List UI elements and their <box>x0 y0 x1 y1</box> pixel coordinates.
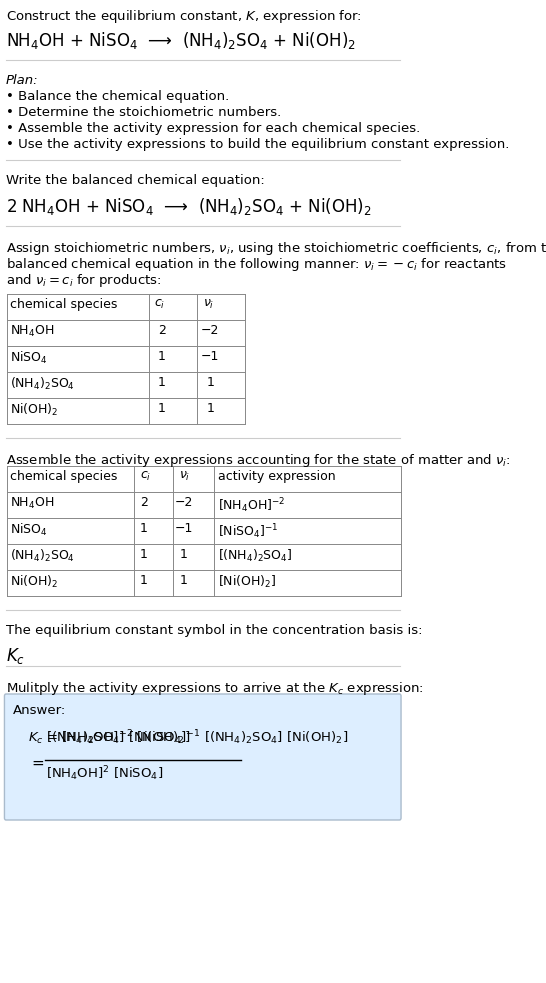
Text: Ni(OH)$_2$: Ni(OH)$_2$ <box>10 402 59 418</box>
Text: 1: 1 <box>180 548 187 561</box>
Text: NH$_4$OH: NH$_4$OH <box>10 496 55 511</box>
Text: −1: −1 <box>174 522 193 535</box>
Text: • Use the activity expressions to build the equilibrium constant expression.: • Use the activity expressions to build … <box>6 138 509 151</box>
Text: 1: 1 <box>140 574 148 587</box>
Text: $K_c$: $K_c$ <box>6 646 25 666</box>
Text: NiSO$_4$: NiSO$_4$ <box>10 350 48 366</box>
Text: NH$_4$OH + NiSO$_4$  ⟶  (NH$_4$)$_2$SO$_4$ + Ni(OH)$_2$: NH$_4$OH + NiSO$_4$ ⟶ (NH$_4$)$_2$SO$_4$… <box>6 30 356 51</box>
Text: • Assemble the activity expression for each chemical species.: • Assemble the activity expression for e… <box>6 122 420 135</box>
Text: 2 NH$_4$OH + NiSO$_4$  ⟶  (NH$_4$)$_2$SO$_4$ + Ni(OH)$_2$: 2 NH$_4$OH + NiSO$_4$ ⟶ (NH$_4$)$_2$SO$_… <box>6 196 372 217</box>
Text: Ni(OH)$_2$: Ni(OH)$_2$ <box>10 574 59 590</box>
Text: Assign stoichiometric numbers, $\nu_i$, using the stoichiometric coefficients, $: Assign stoichiometric numbers, $\nu_i$, … <box>6 240 546 257</box>
Text: 1: 1 <box>140 522 148 535</box>
Text: $K_c$ = [NH$_4$OH]$^{-2}$ [NiSO$_4$]$^{-1}$ [(NH$_4$)$_2$SO$_4$] [Ni(OH)$_2$]: $K_c$ = [NH$_4$OH]$^{-2}$ [NiSO$_4$]$^{-… <box>28 728 348 747</box>
Text: [(NH$_4$)$_2$SO$_4$]: [(NH$_4$)$_2$SO$_4$] <box>218 548 293 564</box>
Text: NH$_4$OH: NH$_4$OH <box>10 324 55 339</box>
Text: [(NH$_4$)$_2$SO$_4$] [Ni(OH)$_2$]: [(NH$_4$)$_2$SO$_4$] [Ni(OH)$_2$] <box>46 730 190 746</box>
Text: Construct the equilibrium constant, $K$, expression for:: Construct the equilibrium constant, $K$,… <box>6 8 362 25</box>
Text: Answer:: Answer: <box>13 704 67 717</box>
Text: [NiSO$_4$]$^{-1}$: [NiSO$_4$]$^{-1}$ <box>218 522 279 541</box>
Text: 1: 1 <box>180 574 187 587</box>
Text: 1: 1 <box>158 376 166 389</box>
Text: NiSO$_4$: NiSO$_4$ <box>10 522 48 538</box>
Text: $\nu_i$: $\nu_i$ <box>179 470 191 483</box>
Text: −1: −1 <box>201 350 219 363</box>
Text: 1: 1 <box>140 548 148 561</box>
Text: 2: 2 <box>158 324 166 337</box>
Text: The equilibrium constant symbol in the concentration basis is:: The equilibrium constant symbol in the c… <box>6 624 423 637</box>
Text: (NH$_4$)$_2$SO$_4$: (NH$_4$)$_2$SO$_4$ <box>10 548 75 564</box>
FancyBboxPatch shape <box>4 694 401 820</box>
Text: Assemble the activity expressions accounting for the state of matter and $\nu_i$: Assemble the activity expressions accoun… <box>6 452 511 469</box>
Text: activity expression: activity expression <box>218 470 336 483</box>
Text: 1: 1 <box>206 376 214 389</box>
Text: $c_i$: $c_i$ <box>155 298 166 311</box>
Text: 1: 1 <box>158 350 166 363</box>
Text: and $\nu_i = c_i$ for products:: and $\nu_i = c_i$ for products: <box>6 272 162 289</box>
Text: 1: 1 <box>158 402 166 415</box>
Text: [NH$_4$OH]$^2$ [NiSO$_4$]: [NH$_4$OH]$^2$ [NiSO$_4$] <box>46 764 163 782</box>
Text: balanced chemical equation in the following manner: $\nu_i = -c_i$ for reactants: balanced chemical equation in the follow… <box>6 256 507 273</box>
Text: −2: −2 <box>174 496 193 509</box>
Text: • Determine the stoichiometric numbers.: • Determine the stoichiometric numbers. <box>6 106 281 119</box>
Text: [NH$_4$OH]$^{-2}$: [NH$_4$OH]$^{-2}$ <box>218 496 286 515</box>
Text: Mulitply the activity expressions to arrive at the $K_c$ expression:: Mulitply the activity expressions to arr… <box>6 680 424 697</box>
Text: Plan:: Plan: <box>6 74 39 87</box>
Text: −2: −2 <box>201 324 219 337</box>
Text: [Ni(OH)$_2$]: [Ni(OH)$_2$] <box>218 574 277 590</box>
Text: $\nu_i$: $\nu_i$ <box>203 298 214 311</box>
Text: • Balance the chemical equation.: • Balance the chemical equation. <box>6 90 229 103</box>
Text: Write the balanced chemical equation:: Write the balanced chemical equation: <box>6 174 265 187</box>
Text: (NH$_4$)$_2$SO$_4$: (NH$_4$)$_2$SO$_4$ <box>10 376 75 392</box>
Text: 1: 1 <box>206 402 214 415</box>
Text: 2: 2 <box>140 496 148 509</box>
Text: $c_i$: $c_i$ <box>140 470 151 483</box>
Text: chemical species: chemical species <box>10 470 118 483</box>
Text: =: = <box>31 756 44 771</box>
Text: chemical species: chemical species <box>10 298 118 311</box>
